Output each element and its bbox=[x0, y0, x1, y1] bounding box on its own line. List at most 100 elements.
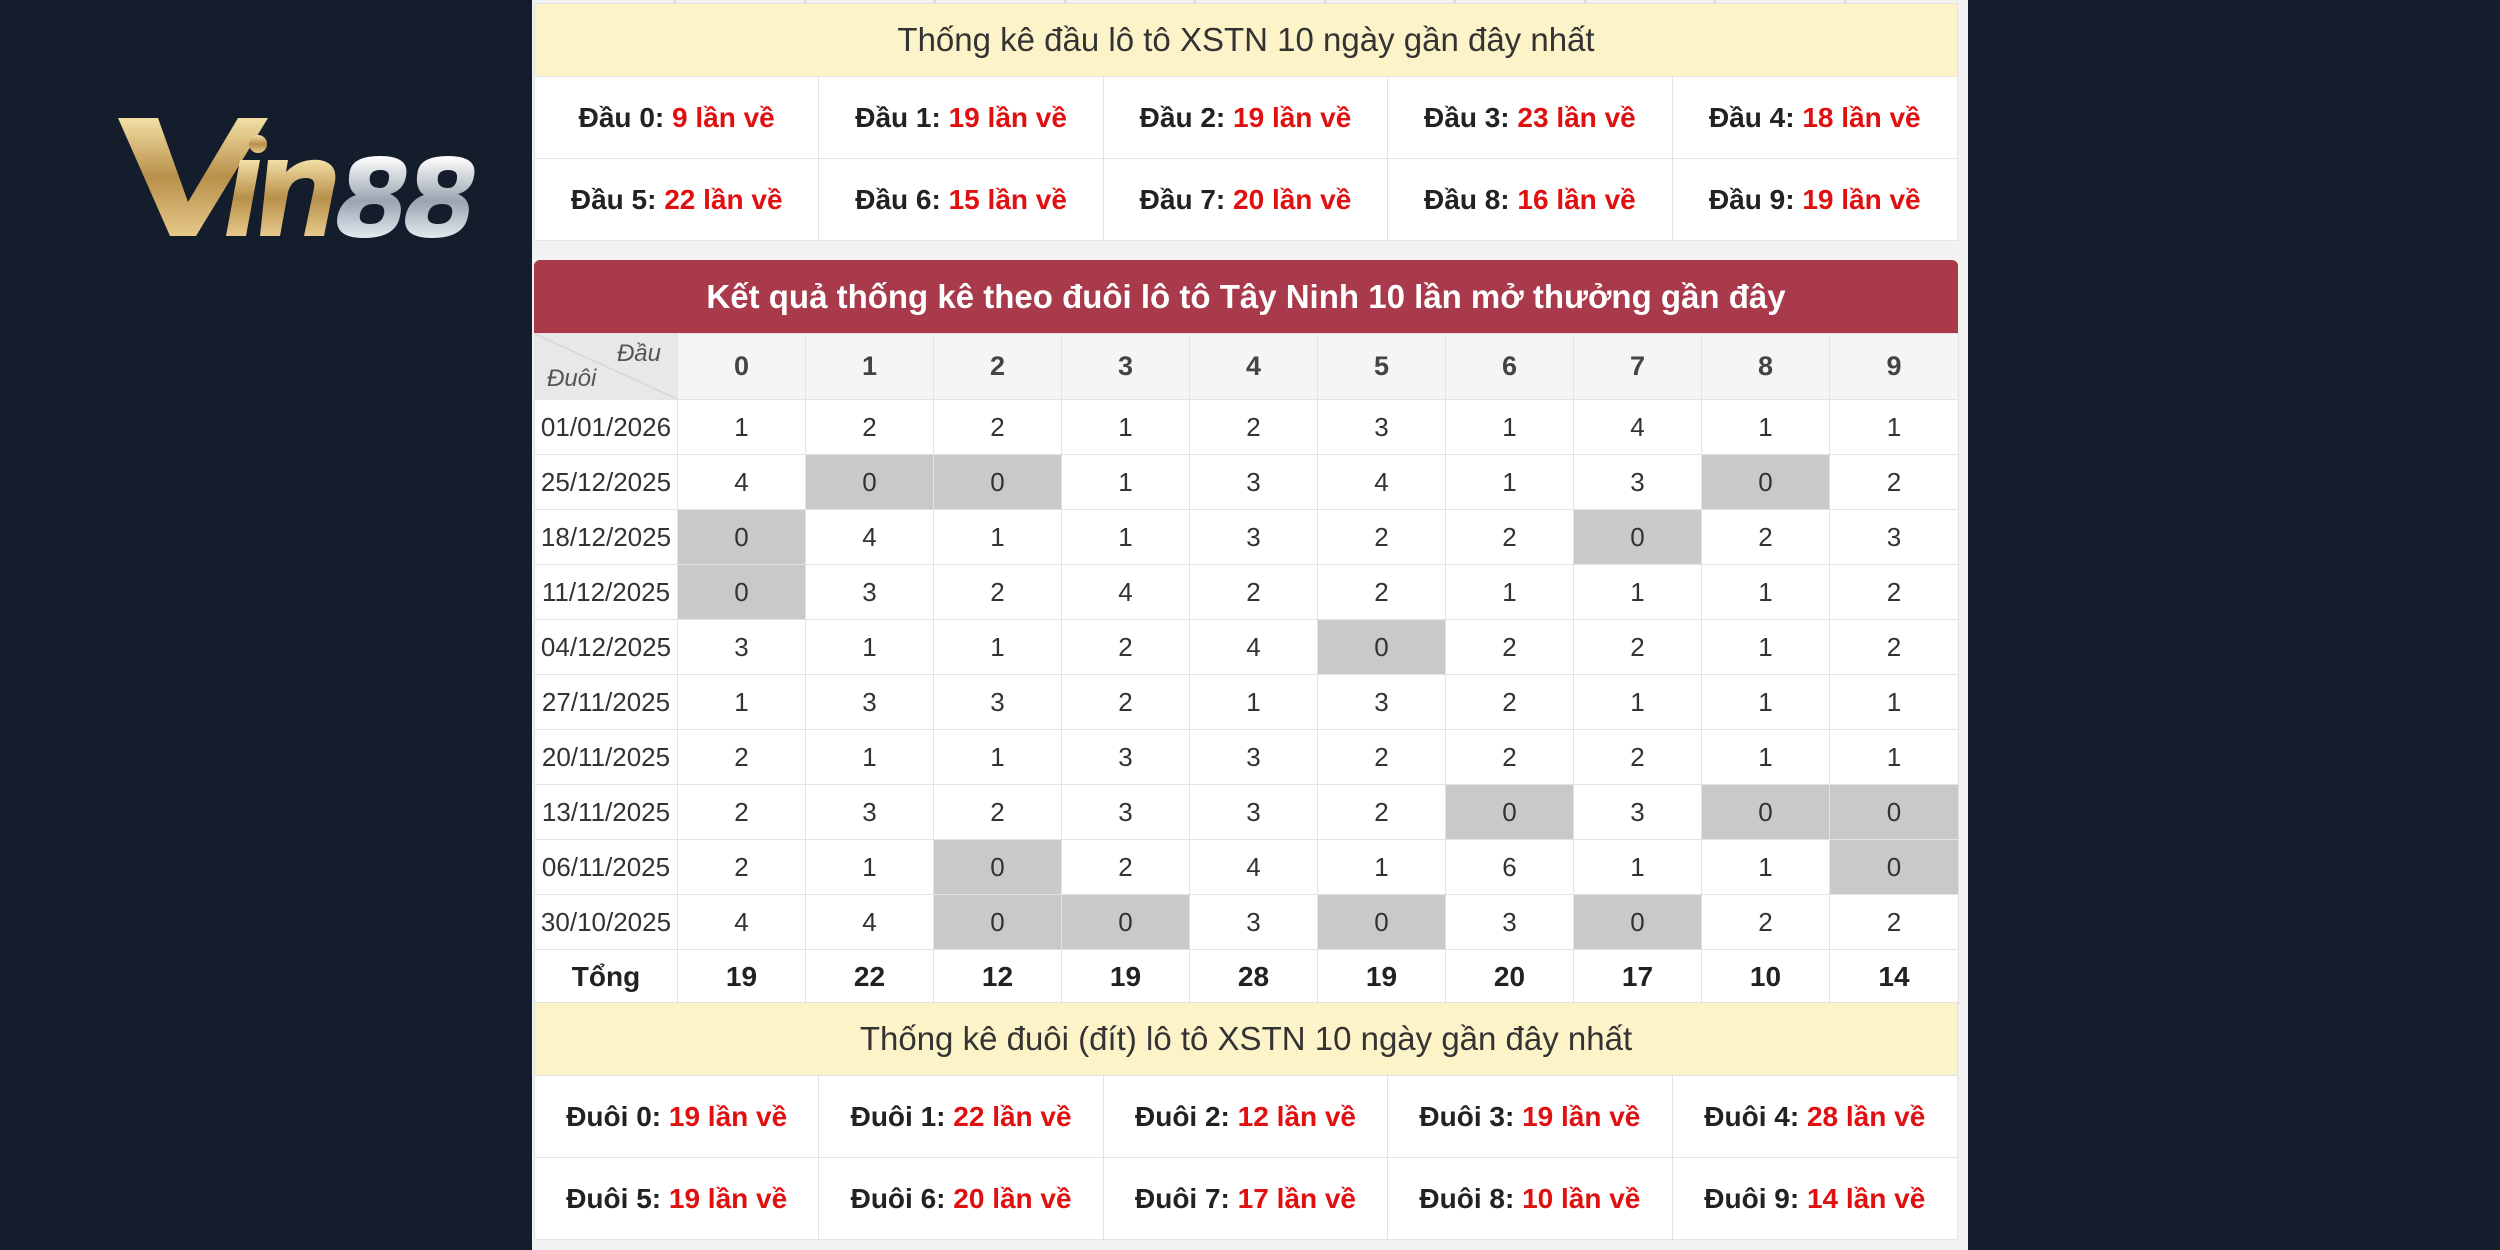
total-cell: 19 bbox=[1061, 949, 1190, 1005]
count-cell: 2 bbox=[1189, 399, 1318, 455]
tail-stat-label: Đuôi 4: bbox=[1704, 1101, 1800, 1132]
tail-stat-label: Đuôi 5: bbox=[566, 1183, 662, 1214]
count-cell: 1 bbox=[805, 729, 934, 785]
head-stat-cell: Đầu 5: 22 lần về bbox=[535, 158, 820, 240]
head-stat-value: 19 lần về bbox=[948, 102, 1067, 133]
count-cell: 2 bbox=[1829, 894, 1959, 950]
draw-date-cell: 06/11/2025 bbox=[534, 839, 678, 895]
column-header: 9 bbox=[1829, 333, 1959, 400]
column-header: 8 bbox=[1701, 333, 1830, 400]
results-table-title: Kết quả thống kê theo đuôi lô tô Tây Nin… bbox=[534, 260, 1958, 333]
count-cell: 0 bbox=[1445, 784, 1574, 840]
count-cell: 2 bbox=[1829, 619, 1959, 675]
count-cell: 2 bbox=[933, 399, 1062, 455]
head-stat-label: Đầu 1: bbox=[855, 102, 941, 133]
count-cell: 0 bbox=[1701, 784, 1830, 840]
count-cell: 3 bbox=[677, 619, 806, 675]
count-cell: 0 bbox=[933, 839, 1062, 895]
head-stat-cell: Đầu 7: 20 lần về bbox=[1103, 158, 1389, 240]
head-stat-cell: Đầu 0: 9 lần về bbox=[535, 76, 820, 158]
count-cell: 1 bbox=[805, 619, 934, 675]
count-cell: 3 bbox=[1189, 454, 1318, 510]
count-cell: 3 bbox=[1317, 399, 1446, 455]
count-cell: 4 bbox=[1061, 564, 1190, 620]
count-cell: 1 bbox=[1317, 839, 1446, 895]
head-stat-label: Đầu 6: bbox=[855, 184, 941, 215]
count-cell: 0 bbox=[1573, 894, 1702, 950]
draw-date-cell: 20/11/2025 bbox=[534, 729, 678, 785]
count-cell: 1 bbox=[1701, 399, 1830, 455]
head-stat-value: 23 lần về bbox=[1517, 102, 1636, 133]
head-stat-value: 19 lần về bbox=[1233, 102, 1352, 133]
head-stat-value: 9 lần về bbox=[672, 102, 775, 133]
tail-stat-label: Đuôi 8: bbox=[1419, 1183, 1515, 1214]
tail-stat-label: Đuôi 1: bbox=[850, 1101, 946, 1132]
head-stat-cell: Đầu 6: 15 lần về bbox=[819, 158, 1104, 240]
table-row: 27/11/2025 1 3 3 2 1 3 2 1 1 1 bbox=[534, 674, 1959, 730]
count-cell: 6 bbox=[1445, 839, 1574, 895]
tail-stat-cell: Đuôi 3: 19 lần về bbox=[1388, 1075, 1673, 1157]
count-cell: 2 bbox=[933, 784, 1062, 840]
count-cell: 1 bbox=[933, 509, 1062, 565]
tail-stat-value: 17 lần về bbox=[1237, 1183, 1356, 1214]
table-row: 18/12/2025 0 4 1 1 3 2 2 0 2 3 bbox=[534, 509, 1959, 565]
total-cell: 17 bbox=[1573, 949, 1702, 1005]
count-cell: 2 bbox=[1317, 564, 1446, 620]
head-stat-label: Đầu 2: bbox=[1139, 102, 1226, 133]
tail-stat-value: 19 lần về bbox=[668, 1183, 788, 1214]
table-top-edge bbox=[532, 0, 1958, 3]
table-row: 04/12/2025 3 1 1 2 4 0 2 2 1 2 bbox=[534, 619, 1959, 675]
count-cell: 1 bbox=[1573, 839, 1702, 895]
count-cell: 1 bbox=[1189, 674, 1318, 730]
count-cell: 3 bbox=[805, 564, 934, 620]
column-header: 1 bbox=[805, 333, 934, 400]
count-cell: 0 bbox=[933, 454, 1062, 510]
draw-date-cell: 25/12/2025 bbox=[534, 454, 678, 510]
count-cell: 3 bbox=[1573, 454, 1702, 510]
total-cell: 19 bbox=[677, 949, 806, 1005]
count-cell: 1 bbox=[1061, 509, 1190, 565]
count-cell: 0 bbox=[1573, 509, 1702, 565]
tail-stat-value: 12 lần về bbox=[1237, 1101, 1356, 1132]
tail-stat-cell: Đuôi 1: 22 lần về bbox=[819, 1075, 1104, 1157]
tail-stats-box: Thống kê đuôi (đít) lô tô XSTN 10 ngày g… bbox=[534, 1002, 1958, 1240]
tail-stat-value: 19 lần về bbox=[668, 1101, 788, 1132]
count-cell: 2 bbox=[805, 399, 934, 455]
head-stat-label: Đầu 5: bbox=[570, 184, 657, 215]
count-cell: 4 bbox=[1189, 619, 1318, 675]
count-cell: 3 bbox=[1061, 729, 1190, 785]
count-cell: 2 bbox=[1061, 839, 1190, 895]
count-cell: 4 bbox=[805, 509, 934, 565]
count-cell: 2 bbox=[1445, 674, 1574, 730]
count-cell: 1 bbox=[805, 839, 934, 895]
head-stat-value: 20 lần về bbox=[1233, 184, 1352, 215]
count-cell: 2 bbox=[1829, 564, 1959, 620]
head-stat-value: 15 lần về bbox=[948, 184, 1067, 215]
head-stat-cell: Đầu 9: 19 lần về bbox=[1672, 158, 1957, 240]
count-cell: 2 bbox=[1445, 509, 1574, 565]
draw-date-cell: 11/12/2025 bbox=[534, 564, 678, 620]
count-cell: 3 bbox=[1189, 509, 1318, 565]
column-header: 3 bbox=[1061, 333, 1190, 400]
head-stat-cell: Đầu 8: 16 lần về bbox=[1388, 158, 1673, 240]
count-cell: 2 bbox=[1189, 564, 1318, 620]
head-stat-label: Đầu 8: bbox=[1424, 184, 1510, 215]
head-stats-grid: Đầu 0: 9 lần về Đầu 1: 19 lần về Đầu 2: 19… bbox=[535, 76, 1957, 240]
count-cell: 2 bbox=[1317, 784, 1446, 840]
total-cell: 14 bbox=[1829, 949, 1959, 1005]
count-cell: 2 bbox=[1573, 619, 1702, 675]
table-row: 01/01/2026 1 2 2 1 2 3 1 4 1 1 bbox=[534, 399, 1959, 455]
tail-stat-label: Đuôi 3: bbox=[1419, 1101, 1515, 1132]
head-stat-cell: Đầu 1: 19 lần về bbox=[819, 76, 1104, 158]
count-cell: 0 bbox=[677, 564, 806, 620]
column-header: 6 bbox=[1445, 333, 1574, 400]
head-stats-title: Thống kê đầu lô tô XSTN 10 ngày gần đây … bbox=[535, 4, 1957, 76]
draw-date-cell: 30/10/2025 bbox=[534, 894, 678, 950]
count-cell: 2 bbox=[1317, 729, 1446, 785]
count-cell: 2 bbox=[1829, 454, 1959, 510]
count-cell: 4 bbox=[677, 894, 806, 950]
head-stat-label: Đầu 9: bbox=[1708, 184, 1795, 215]
count-cell: 1 bbox=[677, 674, 806, 730]
head-stat-value: 19 lần về bbox=[1802, 184, 1921, 215]
